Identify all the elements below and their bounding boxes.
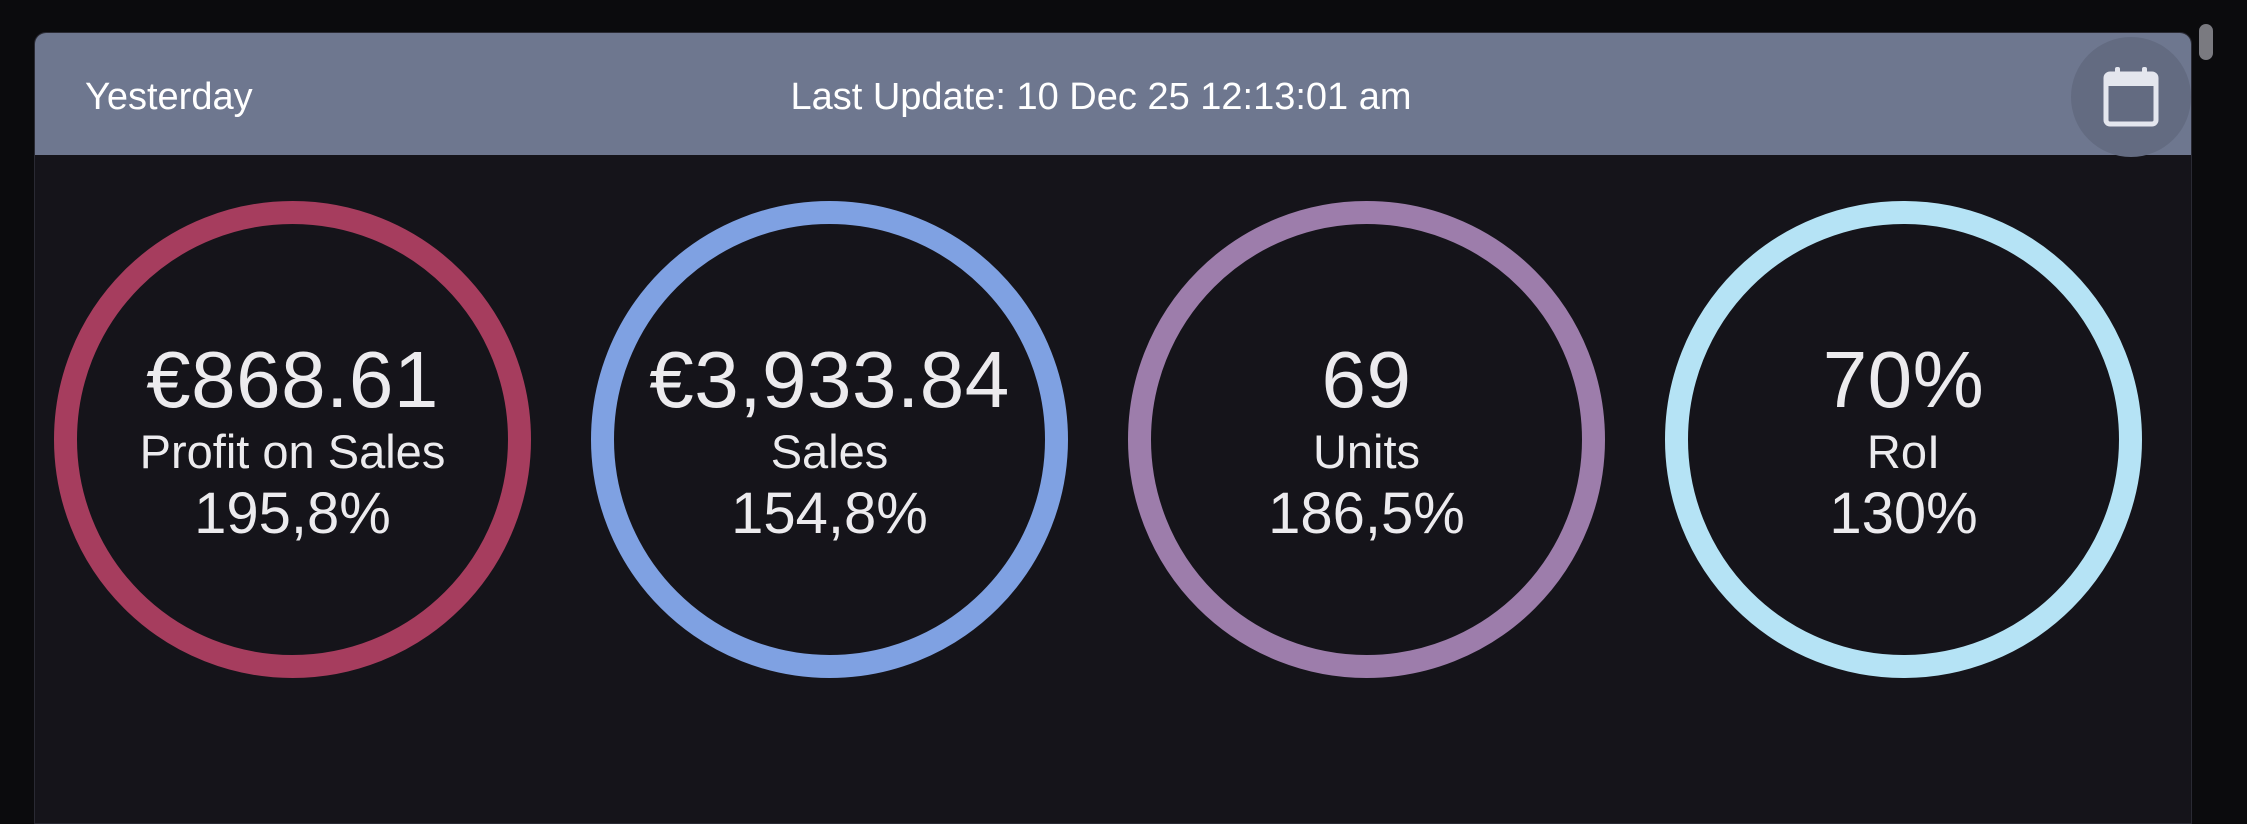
sales-change: 154,8% <box>731 480 928 546</box>
period-label[interactable]: Yesterday <box>85 76 253 118</box>
roi-label: RoI <box>1866 424 1941 478</box>
sales-ring[interactable]: €3,933.84 Sales 154,8% <box>591 201 1068 678</box>
stats-panel: Yesterday Last Update: 10 Dec 25 12:13:0… <box>34 32 2192 824</box>
units-change: 186,5% <box>1268 480 1465 546</box>
sales-value: €3,933.84 <box>649 334 1010 424</box>
scrollbar-thumb[interactable] <box>2199 24 2213 60</box>
panel-header: Yesterday Last Update: 10 Dec 25 12:13:0… <box>35 33 2191 157</box>
units-value: 69 <box>1321 334 1412 424</box>
profit-on-sales-ring[interactable]: €868.61 Profit on Sales 195,8% <box>54 201 531 678</box>
profit-value: €868.61 <box>146 334 439 424</box>
calendar-button[interactable] <box>2071 37 2191 157</box>
units-ring[interactable]: 69 Units 186,5% <box>1128 201 1605 678</box>
roi-change: 130% <box>1829 480 1978 546</box>
last-update-text: Last Update: 10 Dec 25 12:13:01 am <box>790 76 1412 118</box>
calendar-icon <box>2103 67 2159 127</box>
roi-value: 70% <box>1822 334 1985 424</box>
profit-label: Profit on Sales <box>139 424 446 478</box>
profit-change: 195,8% <box>194 480 391 546</box>
roi-ring[interactable]: 70% RoI 130% <box>1665 201 2142 678</box>
units-label: Units <box>1312 424 1421 478</box>
sales-label: Sales <box>770 424 889 478</box>
